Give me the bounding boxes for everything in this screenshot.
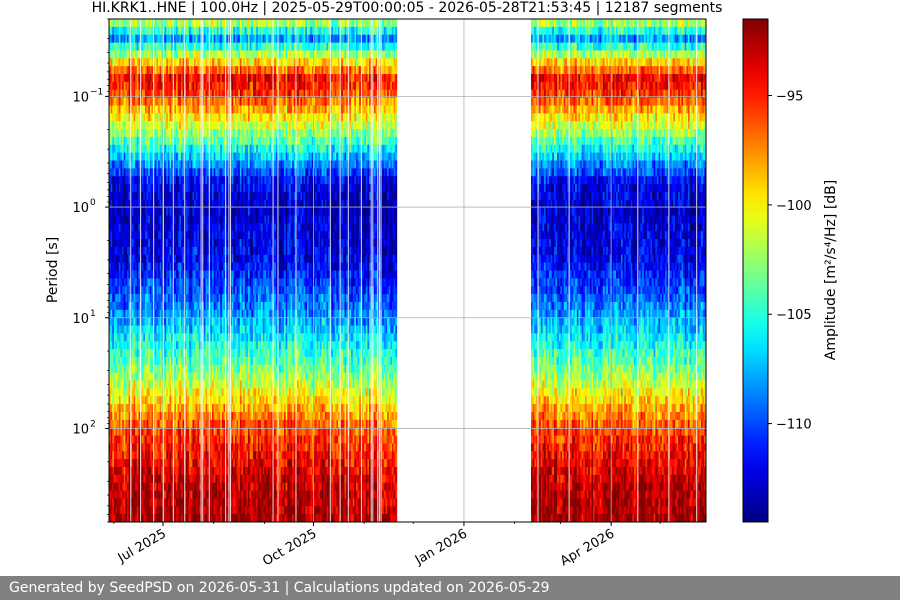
data-dropout-line <box>130 19 131 522</box>
data-dropout-line <box>173 19 174 522</box>
heatmap-area <box>109 19 706 522</box>
chart-title: HI.KRK1..HNE | 100.0Hz | 2025-05-29T00:0… <box>92 0 723 16</box>
data-dropout-line <box>153 19 154 522</box>
data-dropout-line <box>140 19 141 522</box>
psd-chart: HI.KRK1..HNE | 100.0Hz | 2025-05-29T00:0… <box>0 0 900 576</box>
